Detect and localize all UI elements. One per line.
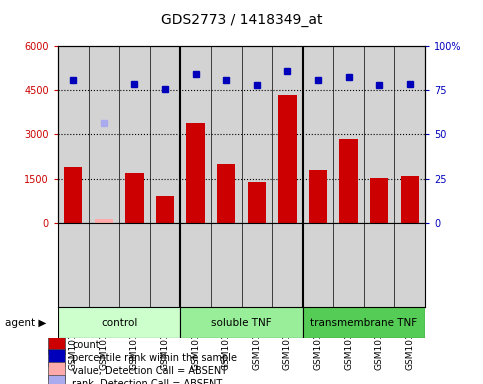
Text: percentile rank within the sample: percentile rank within the sample [72,353,238,363]
Text: transmembrane TNF: transmembrane TNF [310,318,417,328]
Bar [303,307,425,338]
Bar [180,307,303,338]
Bar [156,196,174,223]
Bar [125,173,143,223]
Bar [217,164,235,223]
Bar [278,95,297,223]
Bar [370,178,388,223]
Bar [48,362,65,379]
Text: value, Detection Call = ABSENT: value, Detection Call = ABSENT [72,366,227,376]
Bar [248,182,266,223]
Bar [309,170,327,223]
Bar [95,219,113,223]
Bar [186,122,205,223]
Text: soluble TNF: soluble TNF [211,318,272,328]
Bar [48,336,65,354]
Bar [48,349,65,366]
Bar [48,375,65,384]
Text: agent ▶: agent ▶ [5,318,46,328]
Text: rank, Detection Call = ABSENT: rank, Detection Call = ABSENT [72,379,223,384]
Bar [340,139,358,223]
Text: GDS2773 / 1418349_at: GDS2773 / 1418349_at [161,13,322,27]
Bar [400,175,419,223]
Bar [58,307,180,338]
Bar [64,167,83,223]
Text: count: count [72,340,100,350]
Text: control: control [101,318,137,328]
